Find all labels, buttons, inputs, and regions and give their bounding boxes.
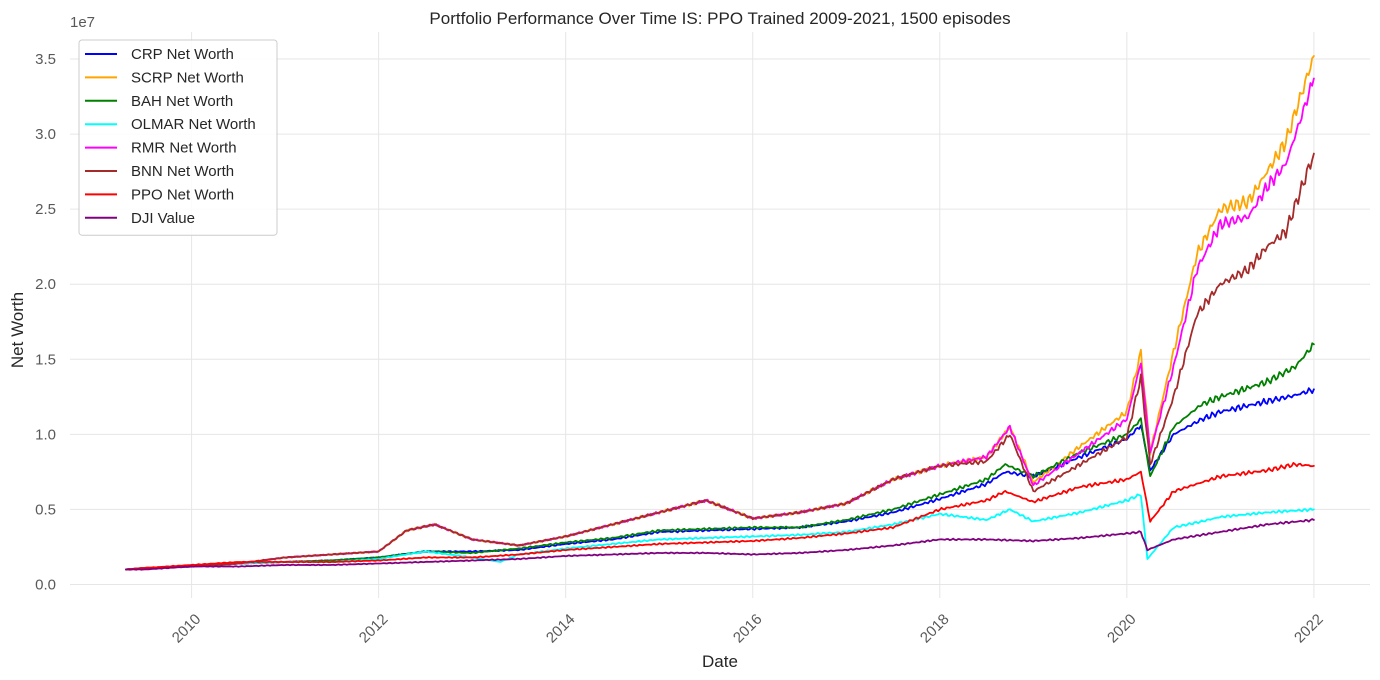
series-line-5 <box>125 152 1315 571</box>
x-tick-labels: 2010 2012 2014 2016 2018 2020 2022 <box>169 611 1327 647</box>
y-tick-label: 3.0 <box>35 126 56 143</box>
y-tick-label: 0.0 <box>35 576 56 593</box>
x-tick-label: 2012 <box>356 611 392 647</box>
series-line-7 <box>125 518 1315 571</box>
series-line-2 <box>125 342 1315 571</box>
legend-label: SCRP Net Worth <box>131 69 244 86</box>
legend-label: DJI Value <box>131 210 195 227</box>
y-axis-label: Net Worth <box>8 292 27 368</box>
y-tick-label: 0.5 <box>35 501 56 518</box>
series-line-1 <box>125 55 1315 571</box>
chart-title: Portfolio Performance Over Time IS: PPO … <box>429 9 1010 28</box>
legend-label: RMR Net Worth <box>131 140 237 157</box>
y-tick-label: 2.5 <box>35 201 56 218</box>
y-tick-label: 1.5 <box>35 351 56 368</box>
series-line-6 <box>125 461 1315 571</box>
legend: CRP Net Worth SCRP Net Worth BAH Net Worth… <box>78 39 278 236</box>
x-axis-label: Date <box>702 652 738 671</box>
x-tick-label: 2016 <box>730 611 766 647</box>
x-tick-label: 2018 <box>917 611 953 647</box>
series-group <box>125 55 1315 571</box>
y-tick-label: 1.0 <box>35 426 56 443</box>
y-tick-label: 3.5 <box>35 51 56 68</box>
y-tick-label: 2.0 <box>35 276 56 293</box>
x-tick-label: 2010 <box>169 611 205 647</box>
x-tick-label: 2014 <box>543 611 579 647</box>
legend-label: BAH Net Worth <box>131 93 233 110</box>
y-offset-label: 1e7 <box>70 14 95 31</box>
legend-label: OLMAR Net Worth <box>131 116 256 133</box>
legend-label: BNN Net Worth <box>131 163 234 180</box>
legend-box <box>78 39 278 236</box>
x-tick-label: 2020 <box>1104 611 1140 647</box>
y-tick-labels: 0.0 0.5 1.0 1.5 2.0 2.5 3.0 3.5 <box>35 51 56 593</box>
legend-label: CRP Net Worth <box>131 46 234 63</box>
x-tick-label: 2022 <box>1291 611 1327 647</box>
legend-label: PPO Net Worth <box>131 186 234 203</box>
